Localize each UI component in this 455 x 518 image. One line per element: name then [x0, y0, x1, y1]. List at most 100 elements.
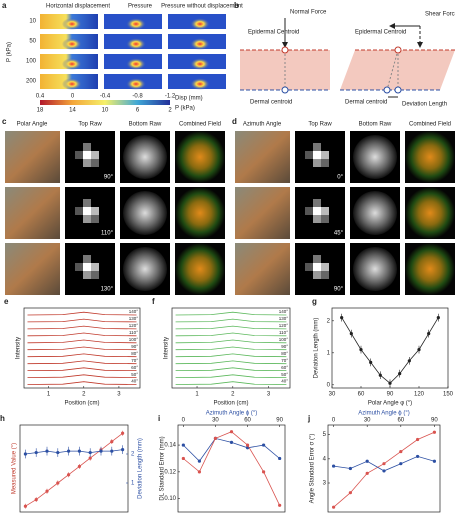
pixel	[305, 263, 313, 271]
series-label: 40°	[131, 379, 138, 384]
combined-field	[405, 187, 455, 239]
marker	[121, 448, 125, 452]
x-axis-label: Azimuth Angle ϕ (°)	[358, 411, 409, 417]
pixel	[321, 263, 329, 271]
y-axis-label: Intensity	[16, 337, 22, 359]
dermal-centroid	[383, 86, 391, 94]
marker	[181, 443, 185, 447]
pixel	[91, 151, 99, 159]
y-tick-label: 4	[323, 456, 327, 462]
dermal-centroid	[394, 86, 402, 94]
pixel	[83, 143, 91, 151]
plot-frame	[23, 307, 141, 389]
marker	[398, 372, 402, 376]
pixel	[313, 151, 321, 159]
row-label: 10	[29, 19, 36, 25]
colorbar-tick: -0.4	[100, 94, 111, 100]
marker	[45, 449, 49, 453]
angle-label: 130°	[101, 287, 114, 293]
x-axis-label: Position (cm)	[213, 401, 248, 407]
series-label: 120°	[129, 323, 139, 328]
heat-spot	[190, 38, 210, 50]
pixel	[83, 207, 91, 215]
x-tick-label: 30	[364, 418, 371, 424]
series-label: 110°	[279, 330, 288, 335]
heat-spot	[126, 58, 146, 70]
curve	[175, 346, 287, 351]
column-header: Bottom Raw	[359, 122, 392, 128]
marker	[407, 359, 411, 363]
marker	[56, 481, 60, 485]
y-tick-label: 0.14	[164, 443, 176, 449]
curve	[27, 311, 137, 316]
curve	[27, 339, 137, 344]
y-tick-label: 1	[327, 350, 331, 356]
marker	[278, 456, 282, 461]
curve	[27, 360, 137, 365]
marker	[229, 430, 234, 434]
angle-label: 0°	[337, 175, 343, 181]
column-header: Pressure	[128, 4, 153, 10]
series-label: 100°	[129, 337, 139, 342]
y2-tick-label: 2	[131, 452, 135, 458]
plot-frame	[19, 424, 129, 513]
marker	[382, 462, 386, 466]
pixel	[321, 215, 329, 223]
pixel	[91, 215, 99, 223]
marker	[349, 332, 353, 336]
pixel	[313, 143, 321, 151]
colorbar-tick: 2	[168, 108, 172, 114]
marker	[365, 471, 369, 475]
angle-label: 45°	[334, 231, 344, 237]
x-tick-label: 1	[195, 392, 199, 398]
colorbar-tick: 18	[37, 108, 44, 114]
pixel	[91, 207, 99, 215]
pixel	[313, 159, 321, 167]
curve	[27, 346, 137, 351]
colorbar-tick: -0.8	[132, 94, 143, 100]
heat-spot	[190, 58, 210, 70]
colorbar	[40, 100, 170, 105]
colorbar-tick: 14	[69, 108, 76, 114]
x-tick-label: 90	[431, 418, 438, 424]
combined-field	[405, 131, 455, 183]
pixel	[321, 159, 329, 167]
marker	[417, 348, 421, 352]
colorbar-tick: 0.4	[36, 94, 45, 100]
x-tick-label: 3	[117, 392, 121, 398]
column-header: Top Raw	[308, 122, 332, 128]
series-label: 140°	[129, 309, 139, 314]
heat-spot	[126, 18, 146, 30]
column-header: Polar Angle	[17, 122, 48, 128]
marker	[45, 489, 49, 493]
marker	[427, 332, 431, 336]
marker	[229, 440, 234, 444]
row-label: 100	[26, 59, 37, 65]
series-line	[25, 432, 123, 507]
pixel	[321, 151, 329, 159]
x-tick-label: 3	[267, 392, 271, 398]
curve	[175, 339, 287, 344]
series-label: 100°	[279, 337, 289, 342]
blur	[353, 247, 397, 291]
panel-label: j	[307, 414, 310, 423]
column-header: Combined Field	[179, 122, 221, 128]
combined-field	[175, 187, 225, 239]
x-tick-label: 30	[212, 418, 219, 424]
series-label: 90°	[131, 344, 138, 349]
marker	[399, 449, 403, 454]
photo	[5, 131, 60, 183]
heat-spot	[126, 78, 146, 90]
series-label: 140°	[279, 309, 289, 314]
marker	[67, 449, 71, 453]
marker	[23, 504, 27, 508]
marker	[332, 464, 336, 468]
panel-label: h	[0, 414, 5, 423]
marker	[88, 456, 92, 460]
curve	[175, 311, 287, 316]
marker	[23, 452, 27, 456]
marker	[197, 470, 201, 474]
combined-field	[405, 243, 455, 295]
column-header: Bottom Raw	[129, 122, 162, 128]
marker	[382, 469, 386, 473]
